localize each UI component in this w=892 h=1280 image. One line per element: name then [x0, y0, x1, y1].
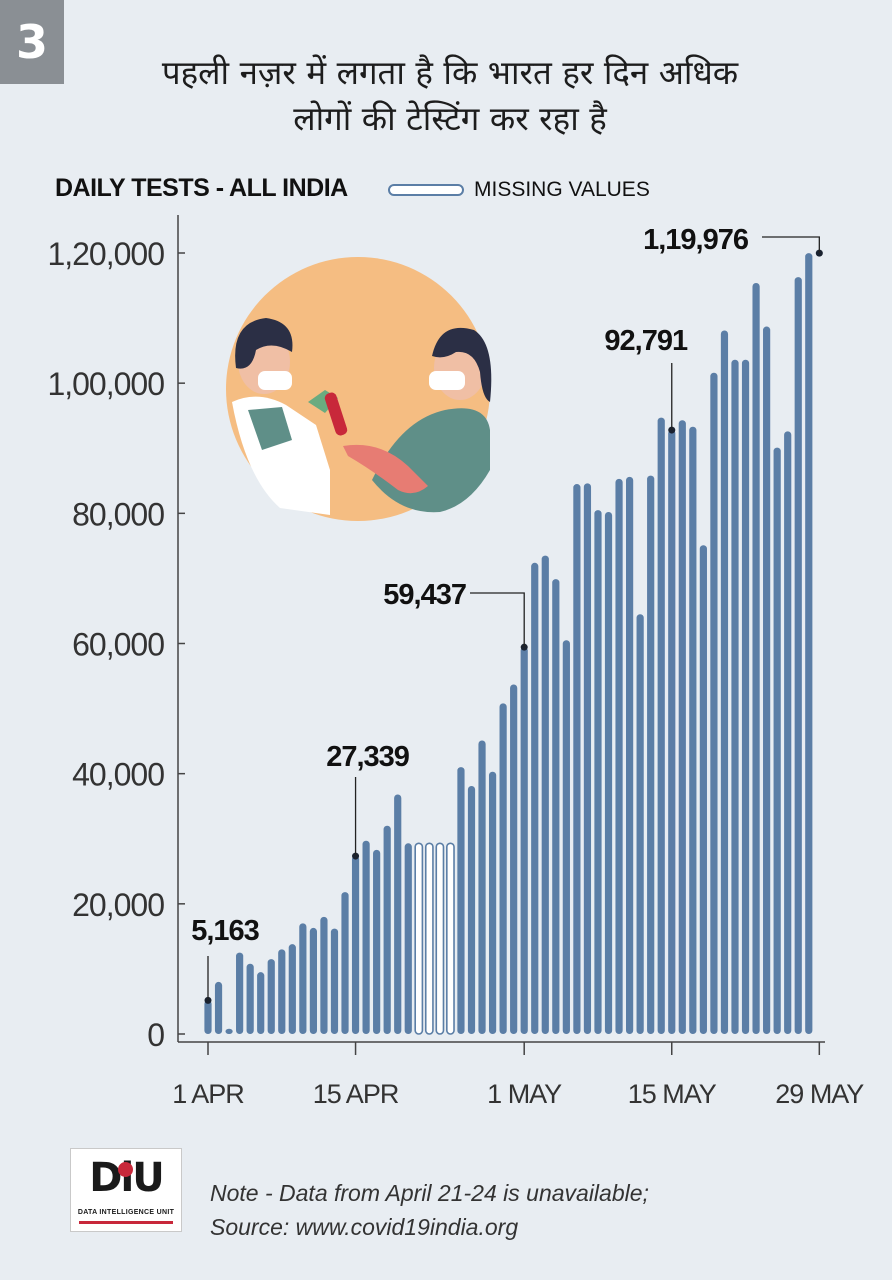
bar [204, 1000, 212, 1034]
bar [636, 614, 644, 1034]
bar [330, 928, 339, 1034]
legend: MISSING VALUES [388, 176, 650, 204]
note-line-2: Source: www.covid19india.org [210, 1214, 519, 1240]
annotation-label: 5,163 [191, 915, 259, 947]
bar [520, 647, 528, 1034]
bar [257, 972, 265, 1034]
y-tick-label: 80,000 [72, 496, 164, 532]
figure-number-badge: 3 [0, 0, 64, 84]
bar [309, 927, 317, 1034]
bar [351, 856, 360, 1034]
bar [583, 483, 592, 1034]
bar [341, 892, 349, 1034]
bar [499, 703, 507, 1034]
bar [404, 843, 412, 1034]
bar [467, 786, 476, 1034]
headline: पहली नज़र में लगता है कि भारत हर दिन अधि… [90, 50, 810, 142]
bar [552, 579, 560, 1034]
y-tick-label: 1,00,000 [47, 366, 164, 402]
bar [236, 952, 244, 1034]
logo-dot [118, 1162, 133, 1177]
bar [562, 640, 570, 1034]
annotation-label: 59,437 [383, 579, 466, 611]
annotation-label: 27,339 [326, 741, 410, 773]
x-tick-label: 1 APR [172, 1079, 244, 1109]
bar [741, 359, 750, 1034]
y-tick-label: 20,000 [72, 887, 164, 923]
bar [615, 478, 623, 1034]
x-tick-label: 1 MAY [487, 1079, 562, 1109]
bar [794, 277, 802, 1035]
logo-underline [79, 1221, 173, 1224]
bar-missing [435, 842, 445, 1035]
bar [573, 484, 581, 1034]
bar [320, 916, 328, 1034]
doctor-patient-illustration [226, 257, 492, 521]
bar [510, 684, 518, 1034]
bar [288, 944, 296, 1034]
bar [710, 372, 718, 1035]
diu-logo: DiU DATA INTELLIGENCE UNIT [70, 1148, 182, 1232]
bar-missing [446, 842, 455, 1035]
headline-line-1: पहली नज़र में लगता है कि भारत हर दिन अधि… [161, 53, 739, 92]
y-tick-label: 60,000 [72, 627, 164, 663]
y-tick-label: 1,20,000 [47, 236, 164, 272]
bar [362, 840, 370, 1034]
bar [784, 431, 792, 1034]
annotation-leader [762, 236, 820, 254]
bar [699, 545, 707, 1034]
bar [689, 426, 697, 1035]
bar [773, 447, 781, 1035]
bar [457, 767, 465, 1034]
bar [373, 849, 381, 1034]
bar [678, 420, 686, 1034]
bar [720, 330, 729, 1034]
bar [805, 253, 813, 1035]
x-tick-label: 29 MAY [775, 1079, 864, 1109]
y-tick-label: 40,000 [72, 757, 164, 793]
bar [657, 417, 665, 1034]
bar [531, 562, 539, 1034]
bar [383, 825, 391, 1034]
legend-missing-label: MISSING VALUES [474, 178, 650, 201]
x-tick-label: 15 APR [313, 1079, 399, 1109]
y-tick-label: 0 [147, 1017, 164, 1053]
legend-missing-swatch [388, 184, 464, 196]
bar [604, 512, 613, 1034]
bar [752, 282, 760, 1034]
bar [668, 430, 676, 1035]
bar [214, 981, 223, 1034]
x-tick-label: 15 MAY [628, 1079, 717, 1109]
bar [267, 959, 275, 1034]
bar [225, 1028, 233, 1034]
headline-line-2: लोगों की टेस्टिंग कर रहा है [293, 99, 607, 138]
bar [278, 949, 286, 1034]
bar [541, 555, 549, 1034]
bar-missing [424, 842, 434, 1035]
note-line-1: Note - Data from April 21-24 is unavaila… [210, 1180, 649, 1206]
annotation-leader [470, 592, 525, 648]
bar [299, 923, 307, 1034]
bar [488, 771, 497, 1034]
bar [626, 476, 634, 1034]
chart-title: DAILY TESTS - ALL INDIA [55, 174, 348, 202]
bar [394, 794, 402, 1034]
annotation-label: 1,19,976 [643, 224, 749, 256]
bar [478, 740, 486, 1034]
bar [246, 963, 254, 1034]
annotation-label: 92,791 [604, 325, 688, 357]
bar [594, 510, 602, 1034]
footnote: Note - Data from April 21-24 is unavaila… [210, 1176, 649, 1244]
logo-subtext: DATA INTELLIGENCE UNIT [77, 1209, 175, 1216]
bar [731, 359, 739, 1034]
bar [647, 475, 655, 1035]
bar [763, 326, 771, 1034]
bar-missing [414, 842, 424, 1035]
